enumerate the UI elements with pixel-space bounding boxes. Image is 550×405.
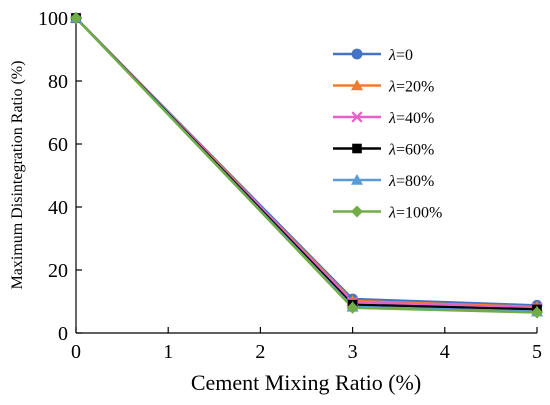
legend-label: λ=0 (388, 47, 413, 64)
series-line (75, 17, 538, 309)
legend: λ=0λ=20%λ=40%λ=60%λ=80%λ=100% (333, 47, 442, 222)
legend-item: λ=60% (333, 142, 434, 159)
legend-label-value: =80% (396, 173, 434, 190)
y-tick-label: 0 (58, 323, 68, 345)
legend-marker (351, 174, 363, 185)
series-line (75, 17, 538, 309)
legend-label-symbol: λ (388, 142, 396, 159)
x-tick-label: 2 (255, 341, 265, 363)
data-point (531, 306, 543, 319)
y-tick-label: 80 (48, 71, 68, 93)
legend-label-symbol: λ (388, 173, 396, 190)
data-point (346, 301, 359, 314)
legend-marker (351, 111, 363, 123)
x-tick-label: 0 (71, 341, 81, 363)
legend-item: λ=0 (333, 47, 413, 64)
legend-label-value: =100% (396, 205, 442, 222)
x-tick-label: 5 (532, 341, 542, 363)
legend-label-symbol: λ (388, 110, 396, 127)
series-markers (70, 12, 543, 319)
y-ticks: 0 20 40 60 80 100 (38, 8, 82, 345)
data-point (70, 12, 82, 24)
legend-item: λ=100% (333, 205, 442, 222)
legend-marker (352, 143, 362, 154)
y-tick-label: 20 (48, 260, 68, 282)
legend-label-value: =0 (396, 47, 413, 64)
legend-label-value: =60% (396, 142, 434, 159)
legend-label-symbol: λ (388, 205, 396, 222)
legend-label: λ=20% (388, 79, 434, 96)
legend-item: λ=80% (333, 173, 434, 190)
y-tick-label: 100 (38, 8, 68, 30)
legend-label-symbol: λ (388, 47, 396, 64)
series-lines (75, 17, 538, 314)
plot-area: 0 20 40 60 80 100 0 1 2 3 4 5 (38, 8, 543, 363)
legend-label-value: =20% (396, 79, 434, 96)
legend-label: λ=80% (388, 173, 434, 190)
legend-marker (351, 79, 363, 91)
x-axis-title: Cement Mixing Ratio (%) (191, 370, 421, 395)
y-tick-label: 40 (48, 197, 68, 219)
x-tick-label: 3 (348, 341, 358, 363)
legend-marker (351, 205, 363, 218)
series-line (75, 17, 538, 313)
y-tick-label: 60 (48, 134, 68, 156)
x-tick-label: 4 (440, 341, 450, 363)
y-axis-title: Maximum Disintegration Ratio (%) (9, 61, 26, 290)
legend-label-symbol: λ (388, 79, 396, 96)
legend-label: λ=40% (388, 110, 434, 127)
x-tick-label: 1 (163, 341, 173, 363)
series-line (75, 17, 538, 311)
legend-label-value: =40% (396, 110, 434, 127)
series-line (75, 17, 538, 314)
legend-item: λ=20% (333, 79, 434, 96)
legend-marker (351, 48, 363, 60)
legend-label: λ=100% (388, 205, 442, 222)
x-ticks: 0 1 2 3 4 5 (71, 327, 542, 363)
legend-item: λ=40% (333, 110, 434, 127)
series-line (75, 17, 538, 307)
legend-label: λ=60% (388, 142, 434, 159)
